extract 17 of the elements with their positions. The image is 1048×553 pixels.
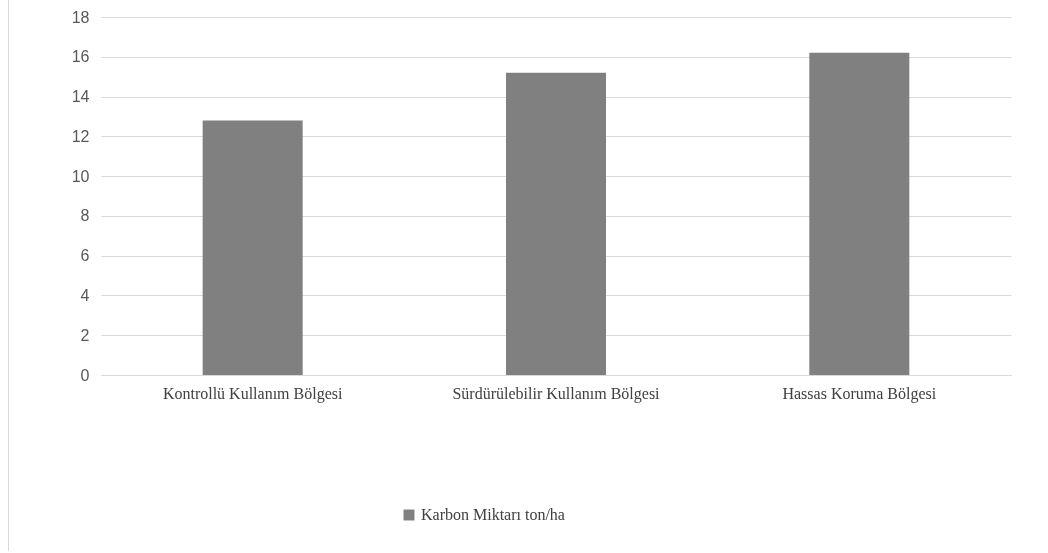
y-tick-label: 16 — [71, 48, 90, 66]
y-tick-label: 12 — [71, 127, 90, 145]
bar — [809, 52, 910, 375]
y-tick-label: 18 — [71, 8, 90, 26]
bar — [202, 120, 303, 375]
y-tick-label: 2 — [80, 326, 90, 344]
y-tick-label: 6 — [80, 247, 90, 265]
y-tick-label: 0 — [80, 366, 90, 384]
y-tick-label: 8 — [80, 207, 90, 225]
x-tick-label: Sürdürülebilir Kullanım Bölgesi — [452, 384, 661, 403]
x-tick-label: Kontrollü Kullanım Bölgesi — [162, 384, 343, 403]
y-tick-label: 10 — [71, 167, 90, 185]
y-tick-label: 14 — [71, 88, 90, 106]
bar — [506, 72, 606, 375]
y-tick-label: 4 — [80, 286, 90, 304]
x-tick-label: Hassas Koruma Bölgesi — [782, 384, 937, 403]
legend-label: Karbon Miktarı ton/ha — [421, 506, 565, 523]
